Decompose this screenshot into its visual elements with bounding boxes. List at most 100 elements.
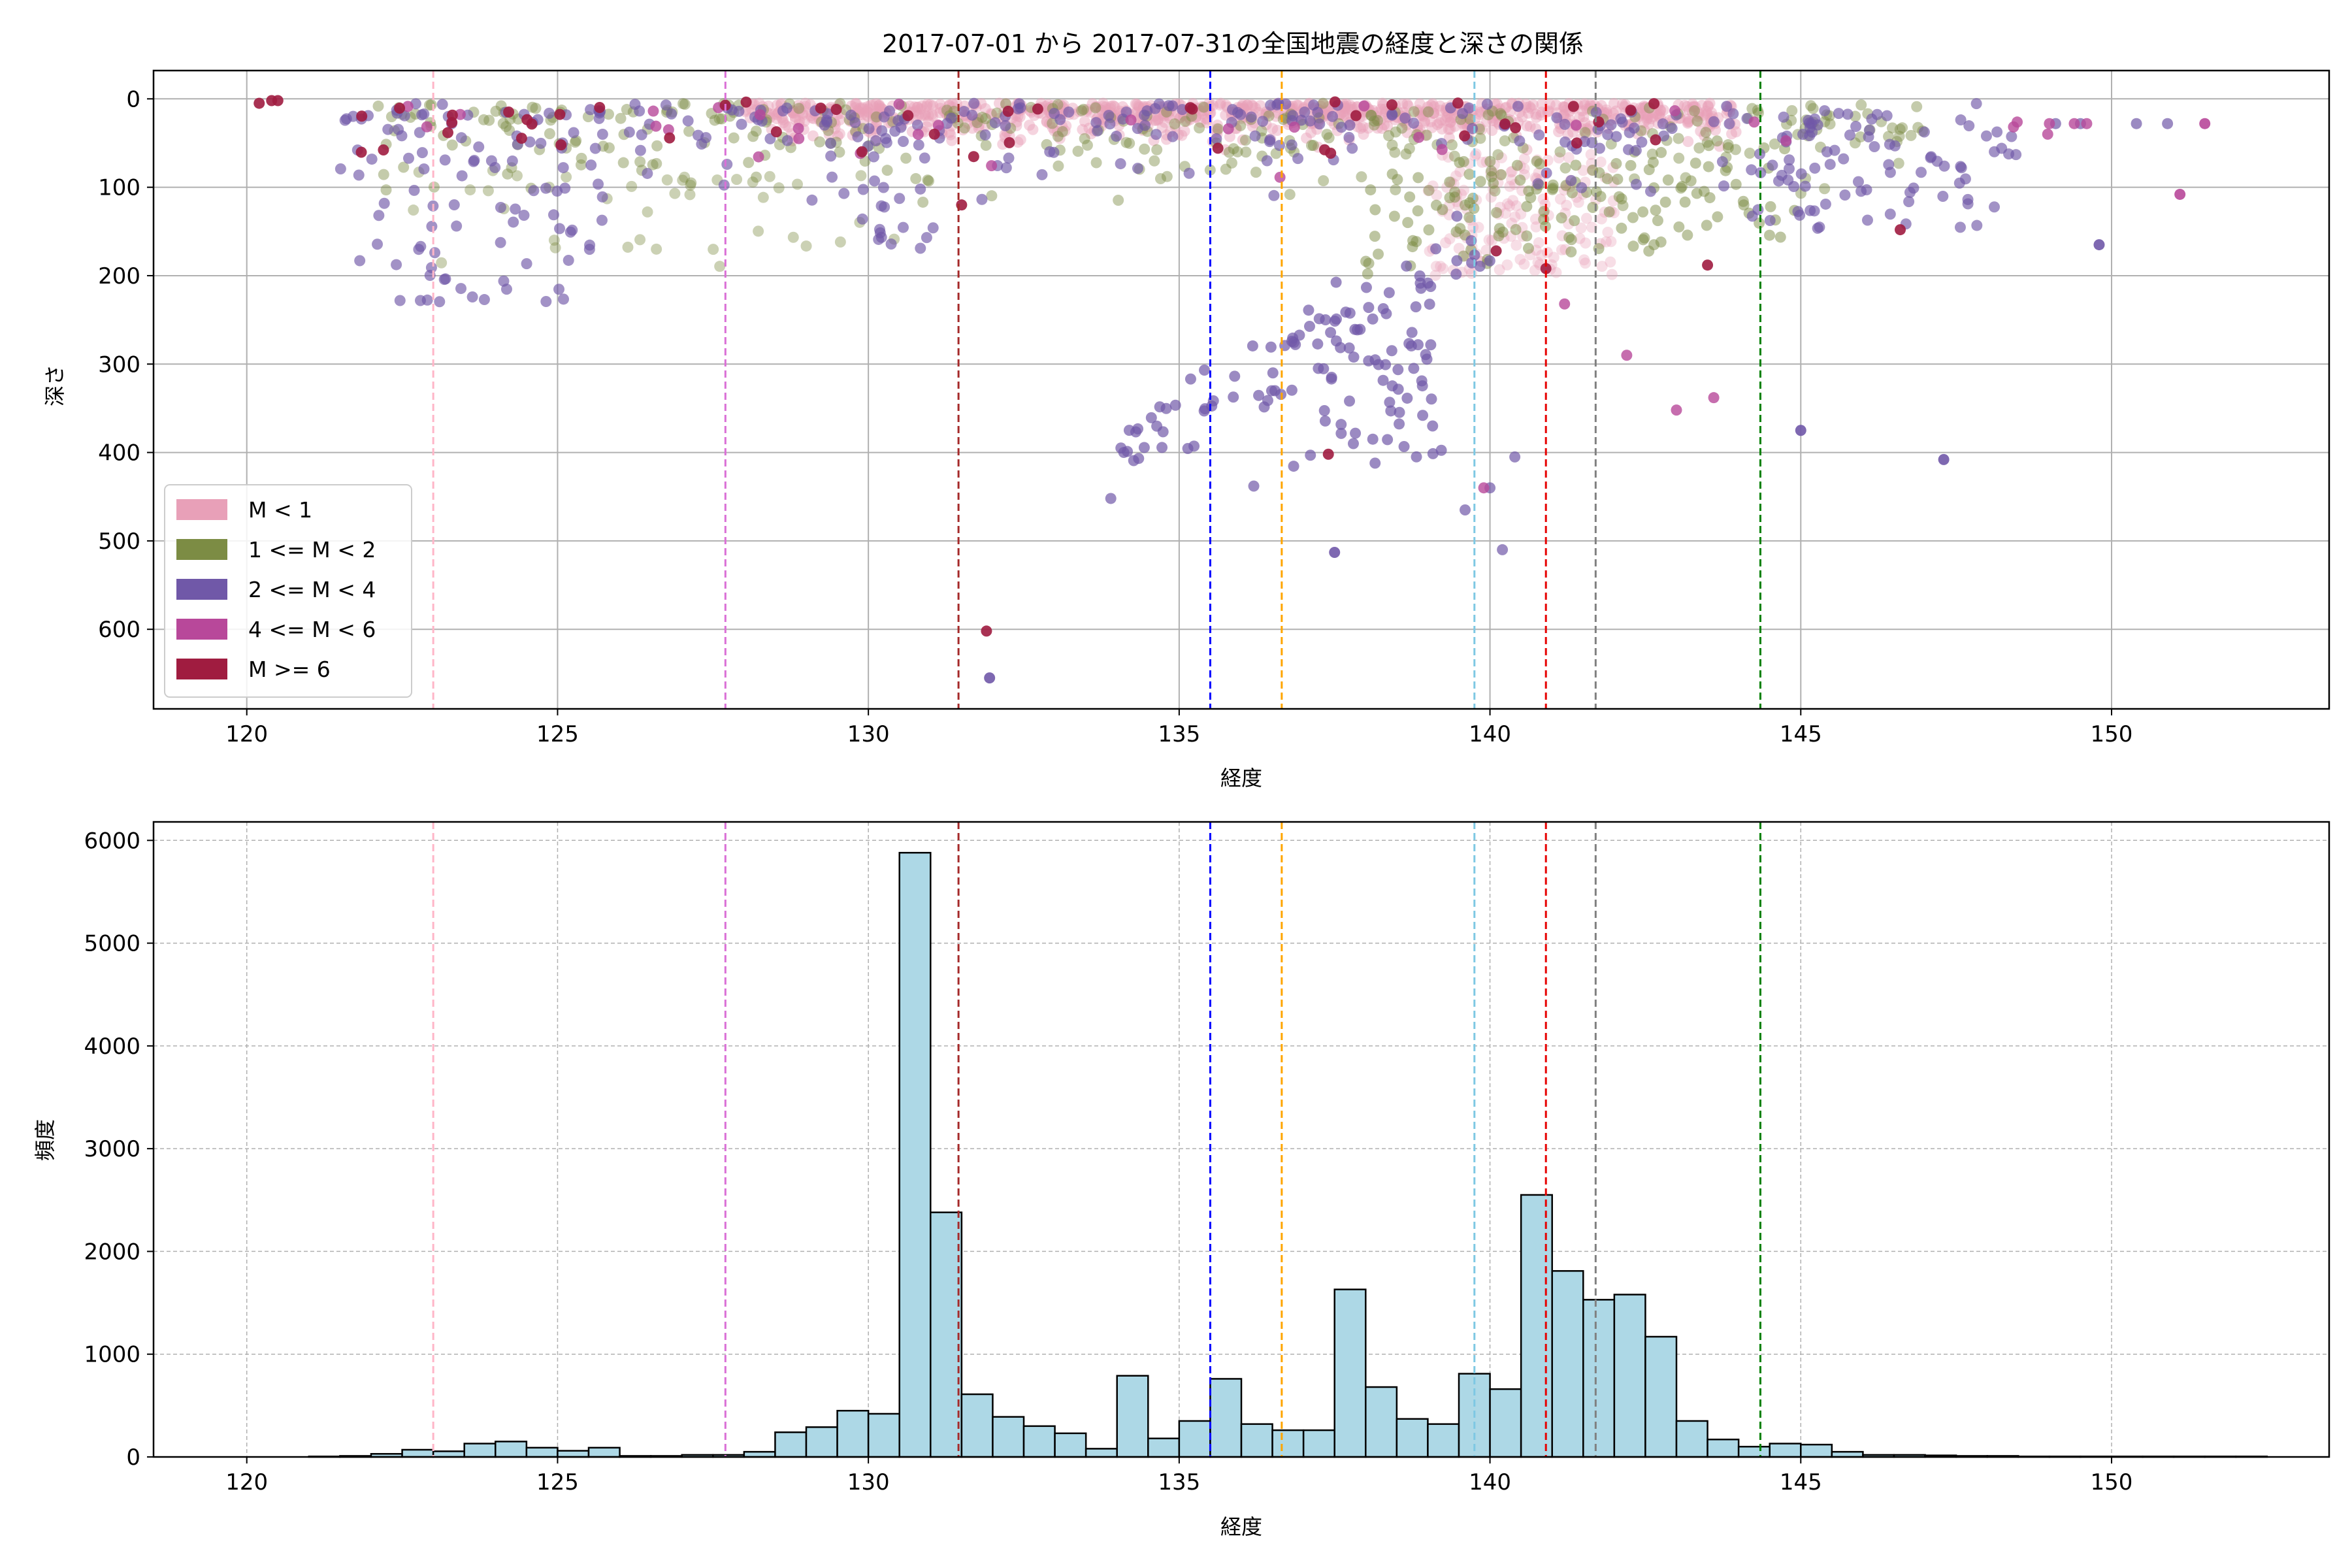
scatter-point [500, 121, 512, 133]
scatter-point [1433, 117, 1445, 129]
scatter-point [1886, 122, 1898, 134]
scatter-point [834, 114, 845, 126]
scatter-point [796, 107, 808, 119]
scatter-point [889, 125, 901, 137]
scatter-point [506, 155, 518, 167]
scatter-gridlines [154, 71, 2329, 709]
scatter-point [642, 206, 653, 218]
scatter-point [1690, 101, 1701, 113]
scatter-point [1531, 112, 1543, 123]
scatter-point [438, 274, 450, 286]
scatter-point [1396, 122, 1408, 134]
scatter-point [1481, 116, 1493, 127]
scatter-point [1642, 112, 1654, 124]
scatter-point [855, 102, 866, 114]
scatter-point [1242, 99, 1254, 111]
scatter-point [1054, 133, 1066, 144]
scatter-point [1422, 101, 1433, 113]
scatter-point [1383, 130, 1395, 142]
scatter-point [1445, 123, 1456, 135]
scatter-point [1444, 233, 1456, 244]
scatter-point [1533, 237, 1544, 249]
scatter-point [1206, 400, 1218, 412]
scatter-point [1625, 159, 1637, 171]
scatter-point [1491, 206, 1503, 218]
scatter-point [947, 101, 958, 113]
scatter-point [862, 110, 874, 122]
scatter-point [1809, 162, 1821, 174]
scatter-point [777, 117, 789, 129]
scatter-point [1199, 364, 1211, 376]
scatter-point [1267, 123, 1279, 135]
scatter-point [806, 194, 818, 206]
histogram-bar [1551, 1270, 1584, 1458]
scatter-point [1806, 118, 1818, 129]
scatter-point [1344, 395, 1356, 407]
scatter-point [1348, 351, 1360, 363]
scatter-point [1077, 103, 1089, 115]
scatter-point [1085, 106, 1096, 118]
scatter-point [1305, 127, 1317, 139]
scatter-point [1125, 114, 1137, 126]
scatter-point [1358, 100, 1370, 112]
scatter-point [544, 128, 555, 140]
scatter-point [1523, 242, 1535, 254]
scatter-point [1704, 97, 1716, 109]
scatter-point [575, 159, 587, 171]
scatter-point [1195, 116, 1207, 128]
scatter-point [1601, 108, 1612, 120]
scatter-point [1623, 144, 1635, 155]
legend-swatch [176, 539, 227, 560]
scatter-point [429, 247, 441, 259]
scatter-point [1482, 109, 1494, 121]
scatter-point [709, 114, 721, 126]
scatter-point [1693, 142, 1705, 154]
scatter-point [1183, 167, 1195, 179]
scatter-point [1824, 118, 1836, 130]
scatter-point [916, 100, 928, 112]
histogram-bar [1489, 1388, 1522, 1458]
scatter-point [1390, 126, 1401, 138]
scatter-point [1314, 118, 1326, 130]
scatter-point [1368, 115, 1380, 127]
scatter-point [863, 107, 875, 119]
scatter-point [1372, 122, 1384, 134]
scatter-point [1559, 298, 1571, 310]
scatter-point [1441, 111, 1453, 123]
scatter-point [1782, 174, 1794, 186]
scatter-point [1553, 126, 1565, 138]
scatter-point [1079, 133, 1090, 144]
scatter-point [1772, 175, 1784, 187]
scatter-point [1683, 116, 1695, 127]
scatter-point [1708, 392, 1720, 404]
scatter-point [1839, 189, 1851, 201]
scatter-point [941, 118, 953, 129]
scatter-x-tick-label: 125 [536, 721, 579, 747]
scatter-point [1179, 125, 1190, 137]
scatter-point [849, 98, 861, 110]
scatter-point [1580, 237, 1592, 249]
scatter-point [1105, 493, 1117, 504]
scatter-point [923, 116, 934, 127]
scatter-point [919, 152, 930, 164]
scatter-point [1347, 142, 1358, 154]
scatter-point [1449, 186, 1461, 198]
scatter-point [980, 113, 992, 125]
scatter-point [962, 118, 974, 129]
scatter-point [1237, 134, 1249, 146]
scatter-point [1358, 128, 1369, 140]
scatter-point [1702, 259, 1714, 271]
scatter-point [554, 223, 566, 235]
scatter-point [1559, 101, 1571, 113]
scatter-point [1294, 329, 1305, 341]
scatter-point [621, 104, 632, 116]
scatter-point [789, 114, 801, 125]
scatter-point [1344, 120, 1356, 131]
histogram-y-tick-label: 5000 [84, 931, 140, 957]
scatter-point [747, 131, 759, 142]
scatter-point [1257, 116, 1269, 127]
scatter-point [1072, 145, 1084, 157]
scatter-point [1394, 418, 1405, 430]
scatter-point [1653, 110, 1665, 122]
scatter-point [1716, 156, 1728, 168]
